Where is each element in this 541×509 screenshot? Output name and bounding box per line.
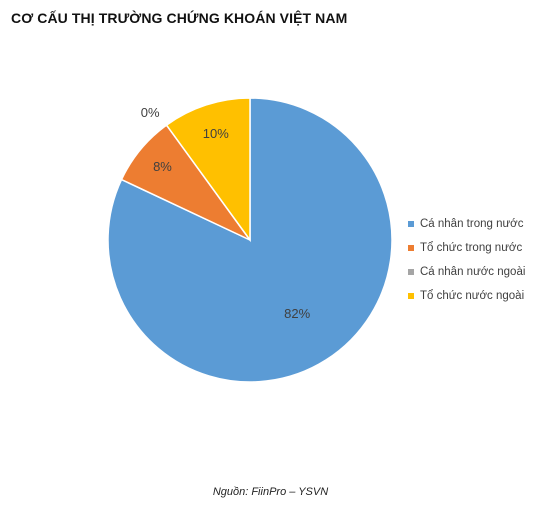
legend-label: Cá nhân nước ngoài (420, 266, 526, 278)
legend-label: Tổ chức trong nước (420, 242, 523, 254)
slice-labels: 82% 8% 0% 10% (141, 105, 311, 321)
pie-slices (107, 97, 393, 383)
legend-item-to-chuc-trong-nuoc: Tổ chức trong nước (408, 236, 525, 260)
slice-data-label: 8% (153, 159, 172, 174)
slice-data-label: 10% (203, 126, 229, 141)
legend-swatch (408, 245, 414, 251)
legend-swatch (408, 221, 414, 227)
source-note: Nguồn: FiinPro – YSVN (212, 486, 329, 498)
legend-swatch (408, 269, 414, 275)
chart-title: CƠ CẤU THỊ TRƯỜNG CHỨNG KHOÁN VIỆT NAM (11, 10, 348, 26)
legend-item-ca-nhan-trong-nuoc: Cá nhân trong nước (408, 212, 525, 236)
legend-label: Cá nhân trong nước (420, 218, 524, 230)
slice-data-label: 82% (284, 306, 310, 321)
slice-data-label: 0% (141, 105, 160, 120)
legend-label: Tổ chức nước ngoài (420, 290, 525, 302)
legend-item-to-chuc-nuoc-ngoai: Tổ chức nước ngoài (408, 284, 525, 308)
pie-slice (165, 97, 251, 243)
legend-item-ca-nhan-nuoc-ngoai: Cá nhân nước ngoài (408, 260, 525, 284)
legend: Cá nhân trong nước Tổ chức trong nước Cá… (408, 212, 525, 308)
legend-swatch (408, 293, 414, 299)
